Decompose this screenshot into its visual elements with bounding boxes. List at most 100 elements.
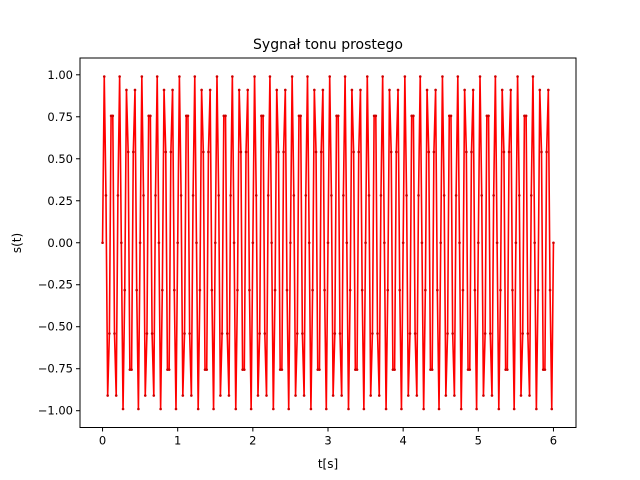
data-point — [143, 394, 147, 397]
data-point — [150, 332, 154, 335]
data-point — [473, 288, 477, 292]
data-point — [152, 394, 156, 397]
data-point — [521, 332, 525, 335]
data-point — [461, 288, 465, 292]
data-point — [511, 288, 514, 292]
data-point — [449, 114, 453, 118]
data-point — [418, 75, 422, 78]
x-tick-label: 0 — [99, 434, 106, 448]
data-point — [389, 150, 393, 154]
data-point — [268, 75, 272, 78]
data-point — [249, 407, 253, 411]
data-point — [126, 150, 130, 154]
data-point — [251, 241, 255, 245]
data-point — [311, 288, 314, 292]
data-point — [289, 241, 292, 245]
data-point — [273, 288, 277, 292]
data-point — [125, 88, 128, 92]
data-point — [277, 150, 280, 154]
data-point — [359, 88, 362, 92]
data-point — [463, 88, 466, 92]
data-point — [528, 394, 531, 397]
data-point — [101, 241, 104, 245]
x-tick-label: 5 — [475, 434, 482, 448]
data-point — [321, 88, 325, 92]
data-point — [188, 332, 191, 335]
data-point — [340, 394, 343, 397]
data-point — [458, 241, 461, 245]
data-point — [287, 407, 291, 411]
data-point — [495, 241, 499, 245]
x-tick-label: 1 — [174, 434, 181, 448]
data-point — [207, 150, 210, 154]
data-point — [195, 241, 198, 245]
data-point — [543, 368, 547, 371]
data-point — [381, 75, 384, 78]
data-point — [355, 368, 359, 371]
data-point — [275, 88, 279, 92]
data-point — [162, 88, 166, 92]
x-tick-label: 2 — [249, 434, 256, 448]
data-point — [135, 288, 139, 292]
data-point — [145, 332, 149, 335]
data-point — [290, 75, 294, 78]
data-point — [210, 288, 214, 292]
data-point — [200, 88, 203, 92]
data-point — [483, 332, 487, 335]
data-point — [482, 394, 485, 397]
data-point — [328, 75, 332, 78]
x-tick-label: 3 — [324, 434, 331, 448]
data-point — [516, 75, 519, 78]
y-tick-label: 0.75 — [47, 110, 73, 124]
data-point — [237, 88, 241, 92]
data-point — [284, 88, 287, 92]
data-point — [413, 332, 417, 335]
data-point — [357, 150, 361, 154]
data-point — [265, 394, 268, 397]
data-point — [171, 88, 174, 92]
data-point — [408, 332, 412, 335]
data-point — [161, 288, 164, 292]
data-point — [425, 88, 429, 92]
data-point — [244, 150, 248, 154]
data-point — [377, 394, 381, 397]
data-point — [123, 288, 127, 292]
data-point — [406, 394, 410, 397]
data-point — [545, 150, 548, 154]
data-point — [336, 114, 340, 118]
y-tick-label: 0.00 — [47, 236, 73, 250]
data-point — [401, 241, 405, 245]
data-point — [403, 75, 407, 78]
data-point — [272, 407, 275, 411]
data-point — [183, 332, 186, 335]
data-point — [477, 241, 480, 245]
data-point — [314, 150, 318, 154]
data-point — [454, 194, 458, 197]
data-point — [114, 394, 118, 397]
data-point — [487, 114, 490, 118]
data-point — [301, 332, 304, 335]
data-point — [113, 332, 116, 335]
data-point — [313, 88, 316, 92]
data-point — [323, 288, 326, 292]
data-point — [519, 394, 523, 397]
data-point — [299, 114, 302, 118]
data-point — [517, 194, 521, 197]
data-point — [229, 194, 232, 197]
data-point — [307, 241, 311, 245]
data-point — [550, 407, 554, 411]
data-point — [270, 241, 273, 245]
data-point — [282, 150, 285, 154]
data-point — [470, 150, 473, 154]
data-point — [179, 194, 183, 197]
data-point — [137, 407, 140, 411]
data-point — [536, 288, 540, 292]
data-point — [494, 75, 497, 78]
data-point — [444, 394, 448, 397]
data-point — [371, 332, 374, 335]
data-point — [412, 114, 415, 118]
data-point — [186, 114, 190, 118]
data-point — [225, 332, 229, 335]
data-point — [502, 150, 506, 154]
data-point — [514, 241, 518, 245]
